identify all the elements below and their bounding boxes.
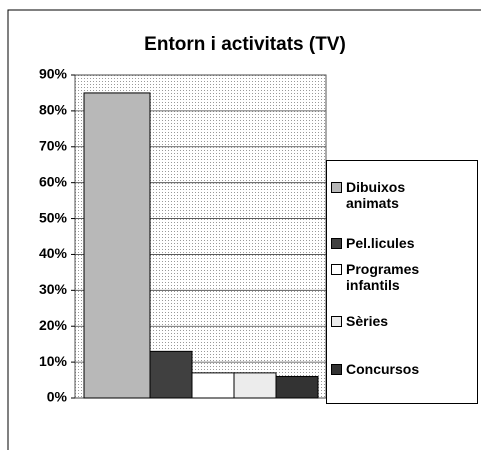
bar	[191, 372, 235, 399]
legend-entry: Concursos	[331, 361, 481, 377]
y-tick-label: 80%	[39, 102, 68, 118]
y-tick-label: 50%	[39, 209, 68, 225]
legend-entry: Pel.licules	[331, 235, 481, 251]
legend-entry: Dibuixos animats	[331, 179, 481, 211]
y-tick-label: 60%	[39, 173, 68, 189]
legend-swatch	[331, 264, 342, 275]
legend: Dibuixos animats Pel.licules Programes inf…	[326, 160, 478, 404]
y-tick-label: 90%	[39, 66, 68, 82]
legend-swatch	[331, 238, 342, 249]
legend-label: Pel.licules	[346, 235, 415, 251]
legend-label: Sèries	[346, 313, 389, 329]
y-tick-label: 30%	[39, 281, 68, 297]
legend-label: Dibuixos animats	[346, 179, 406, 211]
y-tick-label: 10%	[39, 353, 68, 369]
bar	[149, 350, 193, 399]
legend-entry: Programes infantils	[331, 261, 481, 293]
bar	[83, 92, 151, 399]
y-tick-label: 20%	[39, 317, 68, 333]
legend-label: Concursos	[346, 361, 420, 377]
legend-entry: Sèries	[331, 313, 481, 329]
legend-swatch	[331, 364, 342, 375]
legend-swatch	[331, 182, 342, 193]
legend-swatch	[331, 316, 342, 327]
y-tick-label: 70%	[39, 137, 68, 153]
chart-title: Entorn i activitats (TV)	[144, 34, 346, 55]
y-tick-label: 40%	[39, 245, 68, 261]
bar	[275, 375, 319, 399]
legend-label: Programes infantils	[346, 261, 420, 293]
bar	[233, 372, 277, 399]
y-tick-label: 0%	[47, 389, 68, 405]
